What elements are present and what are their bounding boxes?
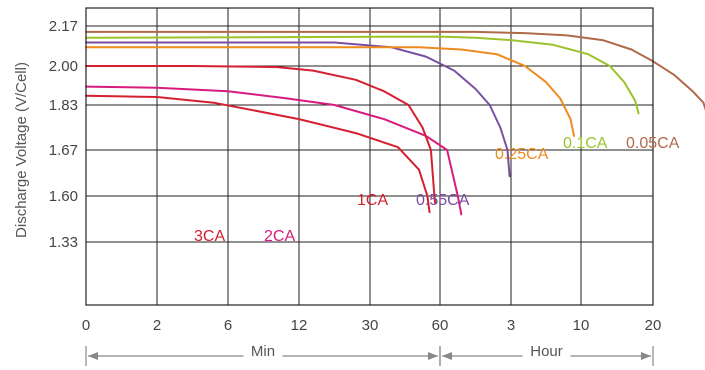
y-tick-label: 2.00 <box>49 58 78 75</box>
y-tick-label: 1.60 <box>49 188 78 205</box>
x-tick-label: 12 <box>291 317 308 334</box>
curve-1ca <box>85 65 437 204</box>
curve-label-0_05ca: 0.05CA <box>626 135 680 152</box>
x-group-hour: Hour <box>439 343 654 366</box>
curve-label-2ca: 2CA <box>264 228 295 245</box>
x-tick-label: 60 <box>432 317 449 334</box>
grid <box>86 8 653 305</box>
x-group-label: Hour <box>530 343 563 360</box>
x-group-label: Min <box>251 343 275 360</box>
y-tick-label: 2.17 <box>49 18 78 35</box>
plot-frame <box>85 7 654 306</box>
x-group-min: Min <box>85 343 441 366</box>
x-group-spans: Min Hour <box>85 343 654 366</box>
arrow-left-icon <box>88 352 98 360</box>
curves <box>85 30 705 216</box>
arrow-left-icon <box>442 352 452 360</box>
y-ticks: 2.17 2.00 1.83 1.67 1.60 1.33 <box>49 18 78 251</box>
curve-0_05ca <box>85 30 705 111</box>
x-tick-label: 20 <box>645 317 662 334</box>
arrow-right-icon <box>428 352 438 360</box>
x-tick-label: 2 <box>153 317 161 334</box>
curve-3ca <box>85 94 431 214</box>
arrow-right-icon <box>641 352 651 360</box>
y-tick-label: 1.33 <box>49 234 78 251</box>
curve-0_55ca <box>85 41 511 178</box>
x-ticks: 0 2 6 12 30 60 3 10 20 <box>82 317 662 334</box>
curve-label-0_25ca: 0.25CA <box>495 146 549 163</box>
y-axis-label: Discharge Voltage (V/Cell) <box>13 62 30 238</box>
x-tick-label: 30 <box>362 317 379 334</box>
x-tick-label: 10 <box>573 317 590 334</box>
x-tick-label: 3 <box>507 317 515 334</box>
y-tick-label: 1.83 <box>49 97 78 114</box>
curve-2ca <box>85 85 463 216</box>
curve-label-0_1ca: 0.1CA <box>563 135 608 152</box>
y-tick-label: 1.67 <box>49 142 78 159</box>
curve-label-1ca: 1CA <box>357 192 388 209</box>
curve-labels: 3CA 2CA 1CA 0.55CA 0.25CA 0.1CA 0.05CA <box>194 135 680 245</box>
curve-label-3ca: 3CA <box>194 228 225 245</box>
curve-label-0_55ca: 0.55CA <box>416 192 470 209</box>
curve-0_1ca <box>85 35 640 115</box>
span-label-bg <box>522 344 571 360</box>
x-tick-label: 6 <box>224 317 232 334</box>
span-label-bg <box>243 344 283 360</box>
x-tick-label: 0 <box>82 317 90 334</box>
curve-0_25ca <box>85 46 575 137</box>
